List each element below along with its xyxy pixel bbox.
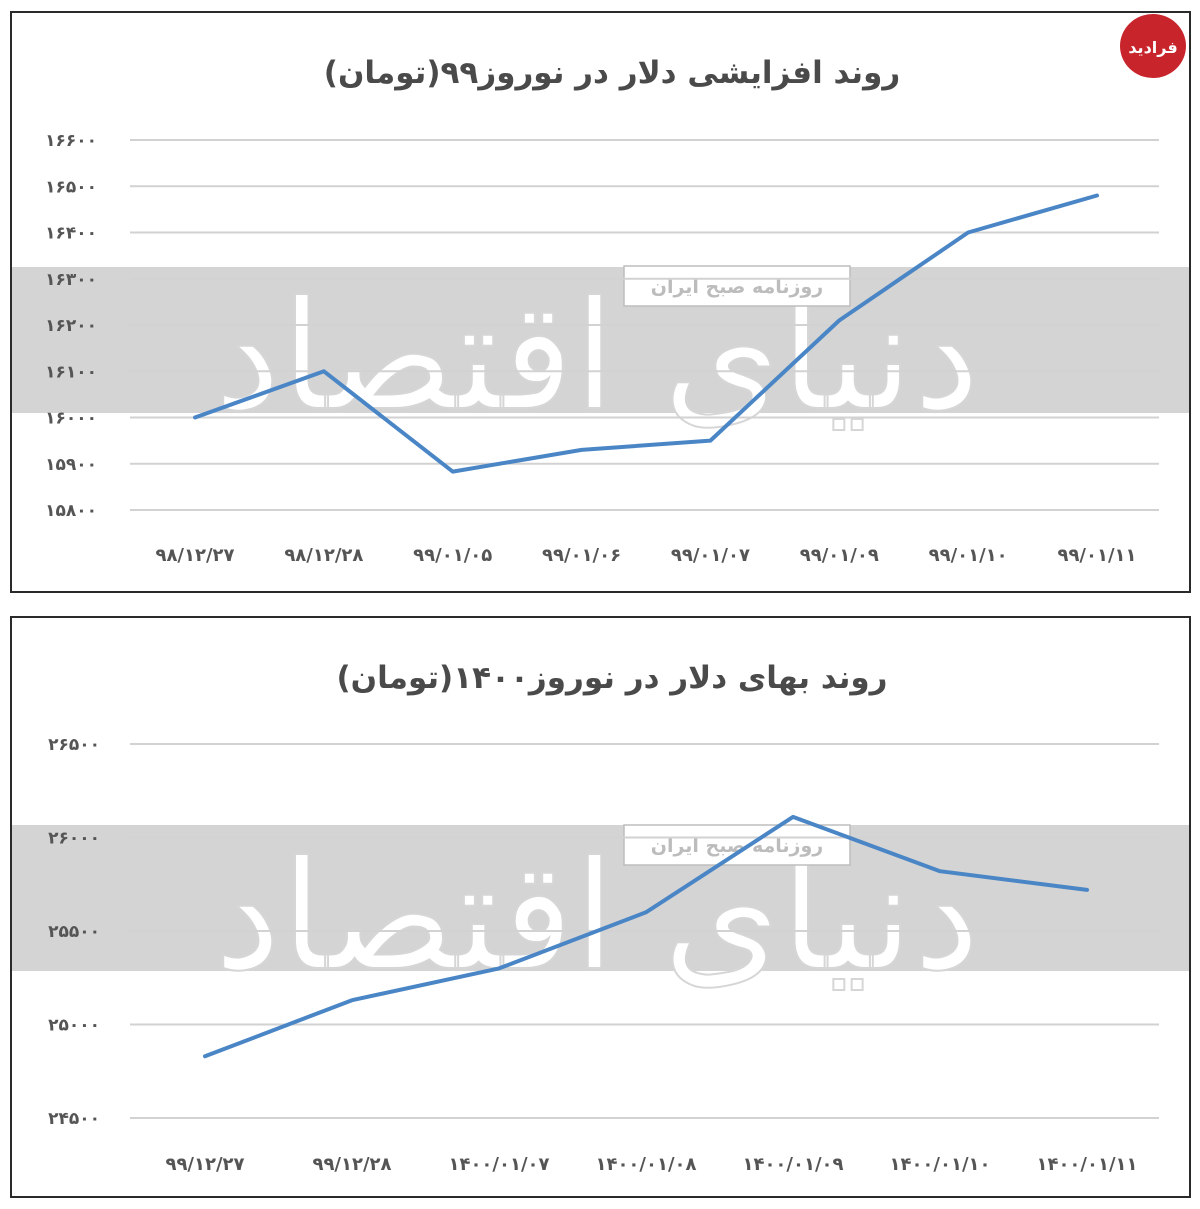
x-tick-label: ۹۹/۰۱/۰۷	[671, 545, 750, 566]
y-tick-label: ۲۵۰۰۰	[48, 1016, 100, 1036]
y-tick-label: ۱۶۰۰۰	[45, 409, 97, 429]
y-tick-label: ۲۶۰۰۰	[48, 829, 100, 849]
chart-2-svg: دنیای اقتصاد روزنامه صبح ایران روند بهای…	[12, 660, 1189, 1175]
x-tick-label: ۱۴۰۰/۰۱/۰۸	[595, 1154, 696, 1175]
chart-1-svg: دنیای اقتصاد روزنامه صبح ایران روند افزا…	[12, 55, 1189, 566]
chart-title: روند بهای دلار در نوروز۱۴۰۰(تومان)	[336, 660, 887, 696]
watermark-band	[12, 825, 1189, 971]
chart-panel-2: دنیای اقتصاد روزنامه صبح ایران روند بهای…	[10, 616, 1191, 1198]
x-tick-label: ۱۴۰۰/۰۱/۱۱	[1036, 1154, 1137, 1175]
x-tick-label: ۱۴۰۰/۰۱/۱۰	[889, 1154, 990, 1175]
gridlines	[130, 139, 1159, 511]
watermark-main: دنیای اقتصاد	[214, 270, 980, 444]
gridlines	[130, 743, 1159, 1119]
y-tick-label: ۱۶۳۰۰	[45, 270, 97, 290]
y-tick-label: ۱۵۸۰۰	[45, 501, 97, 521]
y-tick-label: ۱۶۵۰۰	[45, 177, 97, 197]
chart-title: روند افزایشی دلار در نوروز۹۹(تومان)	[324, 55, 900, 91]
x-tick-label: ۱۴۰۰/۰۱/۰۷	[448, 1154, 549, 1175]
x-tick-label: ۹۸/۱۲/۲۸	[284, 545, 363, 566]
y-tick-label: ۲۵۵۰۰	[48, 922, 100, 942]
y-tick-label: ۱۵۹۰۰	[45, 455, 97, 475]
watermark-band	[12, 267, 1189, 413]
logo-badge	[1120, 14, 1186, 78]
watermark-sub: روزنامه صبح ایران	[651, 276, 823, 298]
x-tick-label: ۹۹/۰۱/۱۰	[929, 545, 1008, 566]
series-line	[203, 814, 1089, 1059]
y-tick-label: ۲۶۵۰۰	[48, 735, 100, 755]
x-tick-label: ۹۹/۰۱/۰۹	[800, 545, 879, 566]
y-tick-label: ۲۴۵۰۰	[48, 1109, 100, 1129]
logo-text: فرادید	[1128, 38, 1177, 57]
y-tick-labels: ۱۵۸۰۰ ۱۵۹۰۰ ۱۶۰۰۰ ۱۶۱۰۰ ۱۶۲۰۰ ۱۶۳۰۰ ۱۶۴۰۰ ۱۶۵۰۰…	[45, 131, 97, 521]
x-tick-label: ۹۸/۱۲/۲۷	[155, 545, 234, 566]
series-line	[193, 193, 1099, 474]
x-tick-labels: ۹۸/۱۲/۲۷ ۹۸/۱۲/۲۸ ۹۹/۰۱/۰۵ ۹۹/۰۱/۰۶ ۹۹/۰۱/۰۷…	[155, 545, 1136, 566]
x-tick-label: ۹۹/۱۲/۲۷	[165, 1154, 244, 1175]
watermark-sub-box	[623, 265, 851, 307]
watermark-main: دنیای اقتصاد	[214, 830, 980, 1004]
y-tick-label: ۱۶۲۰۰	[45, 316, 97, 336]
x-tick-label: ۹۹/۱۲/۲۸	[312, 1154, 391, 1175]
y-tick-label: ۱۶۴۰۰	[45, 224, 97, 244]
fararu-logo: فرادید	[1120, 14, 1186, 78]
y-tick-labels: ۲۴۵۰۰ ۲۵۰۰۰ ۲۵۵۰۰ ۲۶۰۰۰ ۲۶۵۰۰	[48, 735, 100, 1129]
x-tick-label: ۹۹/۰۱/۰۵	[413, 545, 492, 566]
watermark-sub: روزنامه صبح ایران	[651, 835, 823, 857]
watermark-sub-box	[623, 824, 851, 866]
chart-panel-1: دنیای اقتصاد روزنامه صبح ایران روند افزا…	[10, 11, 1191, 593]
x-tick-label: ۹۹/۰۱/۱۱	[1057, 545, 1136, 566]
x-tick-labels: ۹۹/۱۲/۲۷ ۹۹/۱۲/۲۸ ۱۴۰۰/۰۱/۰۷ ۱۴۰۰/۰۱/۰۸ ۱۴۰۰…	[165, 1154, 1137, 1175]
y-tick-label: ۱۶۱۰۰	[45, 362, 97, 382]
x-tick-label: ۹۹/۰۱/۰۶	[542, 545, 621, 566]
y-tick-label: ۱۶۶۰۰	[45, 131, 97, 151]
x-tick-label: ۱۴۰۰/۰۱/۰۹	[742, 1154, 843, 1175]
